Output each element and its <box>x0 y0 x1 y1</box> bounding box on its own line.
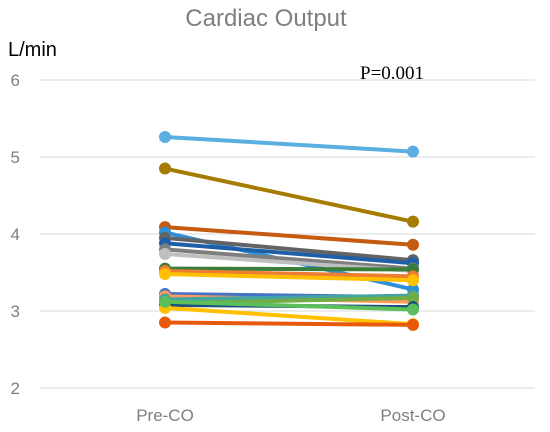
series-line <box>163 235 415 263</box>
series-line <box>163 247 415 271</box>
series-line <box>163 225 415 247</box>
series-18 <box>159 316 419 331</box>
data-point <box>159 316 171 329</box>
data-point <box>407 238 419 251</box>
series-line <box>163 272 415 283</box>
data-point <box>407 318 419 331</box>
data-point <box>159 268 171 281</box>
series-line <box>163 299 415 312</box>
series-19 <box>159 295 419 316</box>
data-point <box>407 145 419 158</box>
y-tick-label: 3 <box>11 302 20 321</box>
x-axis-categories: Pre-CO Post-CO <box>136 406 445 425</box>
series-2 <box>159 162 419 228</box>
series-line <box>163 166 415 224</box>
series-line <box>163 320 415 327</box>
y-axis-unit-label: L/min <box>8 39 57 61</box>
data-point <box>407 303 419 316</box>
chart-title: Cardiac Output <box>185 5 347 32</box>
series-line <box>163 266 415 272</box>
series-lines <box>159 130 419 331</box>
data-point <box>159 248 171 261</box>
series-line <box>163 268 415 279</box>
p-value-annotation: P=0.001 <box>360 63 424 84</box>
data-point <box>159 130 171 143</box>
x-category-label: Pre-CO <box>136 406 194 425</box>
series-line <box>163 241 415 266</box>
y-tick-label: 5 <box>11 148 20 167</box>
data-point <box>407 215 419 228</box>
data-point <box>407 274 419 287</box>
data-point <box>159 295 171 308</box>
data-point <box>159 162 171 175</box>
x-category-label: Post-CO <box>380 406 445 425</box>
series-line <box>163 305 415 327</box>
y-axis-ticks: 2 3 4 5 6 <box>11 71 20 398</box>
data-point <box>407 291 419 304</box>
y-tick-label: 4 <box>11 225 20 244</box>
series-1 <box>159 130 419 158</box>
series-11 <box>159 268 419 287</box>
y-tick-label: 6 <box>11 71 20 90</box>
series-line <box>163 293 415 302</box>
y-tick-label: 2 <box>11 379 20 398</box>
series-line <box>163 134 415 154</box>
